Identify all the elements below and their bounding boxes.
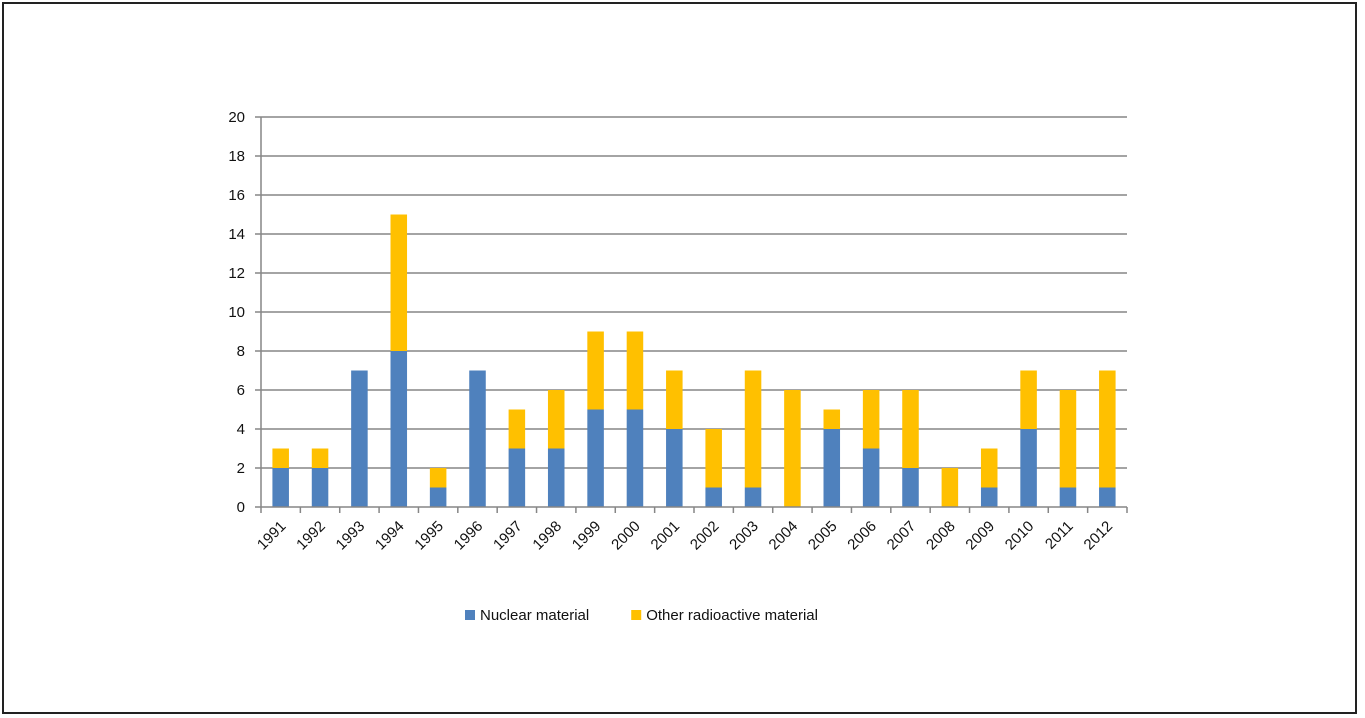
x-tick-label: 2001 <box>648 518 684 554</box>
bar-nuclear-1991 <box>272 468 289 507</box>
bar-other-radioactive-2009 <box>980 448 998 488</box>
bar-other-radioactive-1998 <box>547 390 565 449</box>
bar-other-radioactive-2011 <box>1059 390 1077 488</box>
bar-other-radioactive-2010 <box>1020 370 1037 429</box>
bar-other-radioactive-1995 <box>429 468 447 488</box>
x-tick-label: 1993 <box>333 518 369 554</box>
bar-other-radioactive-2004 <box>784 390 801 507</box>
x-tick-label: 2003 <box>726 518 762 554</box>
y-tick-label: 2 <box>237 460 245 477</box>
x-tick-label: 1996 <box>451 518 487 554</box>
x-tick-label: 2008 <box>923 518 959 554</box>
bar-nuclear-1994 <box>390 351 408 507</box>
x-tick-label: 2005 <box>805 518 841 554</box>
y-tick-label: 16 <box>228 187 245 204</box>
bar-other-radioactive-1991 <box>272 448 289 468</box>
x-tick-label: 1992 <box>293 518 329 554</box>
y-tick-label: 12 <box>228 265 245 282</box>
bar-other-radioactive-1999 <box>587 331 604 410</box>
x-tick-label: 2012 <box>1081 518 1117 554</box>
x-tick-label: 2009 <box>962 518 998 554</box>
bar-nuclear-2003 <box>744 487 762 507</box>
x-tick-label: 2006 <box>844 518 880 554</box>
x-tick-label: 2004 <box>766 518 802 554</box>
y-tick-label: 4 <box>237 421 245 438</box>
bar-other-radioactive-2008 <box>941 468 959 507</box>
bar-nuclear-2012 <box>1099 487 1116 507</box>
legend-label: Other radioactive material <box>646 607 818 624</box>
bar-nuclear-2001 <box>666 429 683 507</box>
bar-nuclear-1993 <box>351 370 368 507</box>
bar-other-radioactive-1994 <box>390 214 408 351</box>
y-tick-label: 10 <box>228 304 245 321</box>
x-tick-label: 1999 <box>569 518 605 554</box>
x-tick-label: 2007 <box>884 518 920 554</box>
legend-label: Nuclear material <box>480 607 589 624</box>
bar-other-radioactive-2002 <box>705 429 722 488</box>
bar-other-radioactive-2003 <box>744 370 762 488</box>
bar-other-radioactive-1997 <box>508 409 526 449</box>
bar-nuclear-2010 <box>1020 429 1037 507</box>
x-tick-label: 2010 <box>1002 518 1038 554</box>
bar-other-radioactive-2007 <box>902 390 919 468</box>
legend-swatch <box>465 610 475 620</box>
bar-nuclear-2006 <box>862 448 880 507</box>
y-tick-label: 18 <box>228 148 245 165</box>
bar-nuclear-2002 <box>705 487 722 507</box>
bar-other-radioactive-2006 <box>862 390 880 449</box>
y-tick-label: 20 <box>228 109 245 126</box>
legend-swatch <box>631 610 642 620</box>
x-tick-label: 1995 <box>411 518 447 554</box>
bar-nuclear-2005 <box>823 429 841 507</box>
bar-other-radioactive-2001 <box>666 370 683 429</box>
bar-nuclear-2009 <box>980 487 998 507</box>
bar-nuclear-1999 <box>587 409 604 507</box>
x-tick-label: 1998 <box>529 518 565 554</box>
x-tick-label: 2011 <box>1042 518 1077 553</box>
bar-nuclear-1997 <box>508 448 526 507</box>
x-tick-label: 1991 <box>254 518 290 554</box>
x-tick-label: 1994 <box>372 518 408 554</box>
bar-other-radioactive-2012 <box>1099 370 1116 488</box>
bar-nuclear-2011 <box>1059 487 1077 507</box>
bar-nuclear-1995 <box>429 487 447 507</box>
x-tick-label: 2002 <box>687 518 723 554</box>
bar-nuclear-1992 <box>311 468 329 507</box>
y-tick-label: 14 <box>228 226 245 243</box>
y-tick-label: 8 <box>237 343 245 360</box>
bar-other-radioactive-1992 <box>311 448 329 468</box>
x-tick-label: 2000 <box>608 518 644 554</box>
bar-other-radioactive-2000 <box>626 331 644 410</box>
bar-nuclear-1996 <box>469 370 486 507</box>
legend: Nuclear material Other radioactive materi… <box>465 607 818 624</box>
y-tick-label: 6 <box>237 382 245 399</box>
bar-nuclear-2007 <box>902 468 919 507</box>
bar-other-radioactive-2005 <box>823 409 841 429</box>
y-tick-label: 0 <box>237 499 245 516</box>
bar-nuclear-2000 <box>626 409 644 507</box>
bar-nuclear-1998 <box>547 448 565 507</box>
x-tick-label: 1997 <box>490 518 526 554</box>
bars <box>272 214 1116 507</box>
